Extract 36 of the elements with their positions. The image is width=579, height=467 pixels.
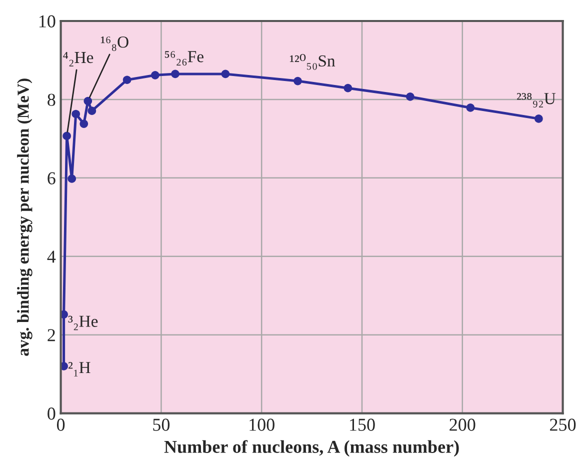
x-tick-label: 200 — [450, 418, 476, 431]
annotation: ²³⁸₉₂U — [517, 93, 556, 108]
point — [151, 70, 160, 80]
y-tick-label: 8 — [48, 94, 56, 106]
point — [171, 70, 180, 78]
x-tick-label: 100 — [250, 418, 274, 431]
point — [221, 70, 230, 78]
annotation: ⁵⁶₂₆Fe — [164, 51, 204, 66]
annotation: ⁴₂He — [63, 52, 94, 66]
point — [406, 92, 414, 101]
annotation: ¹⁶₈O — [100, 36, 128, 51]
y-tick-label: 0 — [48, 408, 56, 420]
x-tick-label: 0 — [56, 418, 65, 431]
y-tick-label: 10 — [39, 15, 56, 28]
point — [80, 120, 88, 128]
point — [466, 104, 475, 112]
x-axis-title: Number of nucleons, A (mass number) — [164, 440, 459, 457]
point — [68, 174, 76, 183]
y-tick-label: 6 — [48, 172, 56, 184]
point — [294, 76, 302, 86]
x-tick-label: 150 — [350, 418, 375, 431]
x-tick-label: 50 — [153, 418, 170, 431]
point — [84, 96, 92, 106]
annotation: ³₂He — [68, 316, 98, 330]
annotation: ¹²⁰₅₀Sn — [290, 54, 336, 70]
point — [72, 110, 80, 118]
point — [122, 76, 132, 84]
annotation: ²₁H — [68, 362, 90, 376]
point — [88, 106, 96, 116]
point — [62, 132, 71, 140]
x-tick-label: 250 — [550, 418, 576, 431]
y-axis-title: avg. binding energy per nucleon (MeV) — [17, 78, 32, 356]
point — [344, 84, 352, 92]
point — [534, 114, 543, 123]
y-tick-label: 2 — [48, 329, 55, 342]
y-tick-label: 4 — [47, 250, 56, 263]
